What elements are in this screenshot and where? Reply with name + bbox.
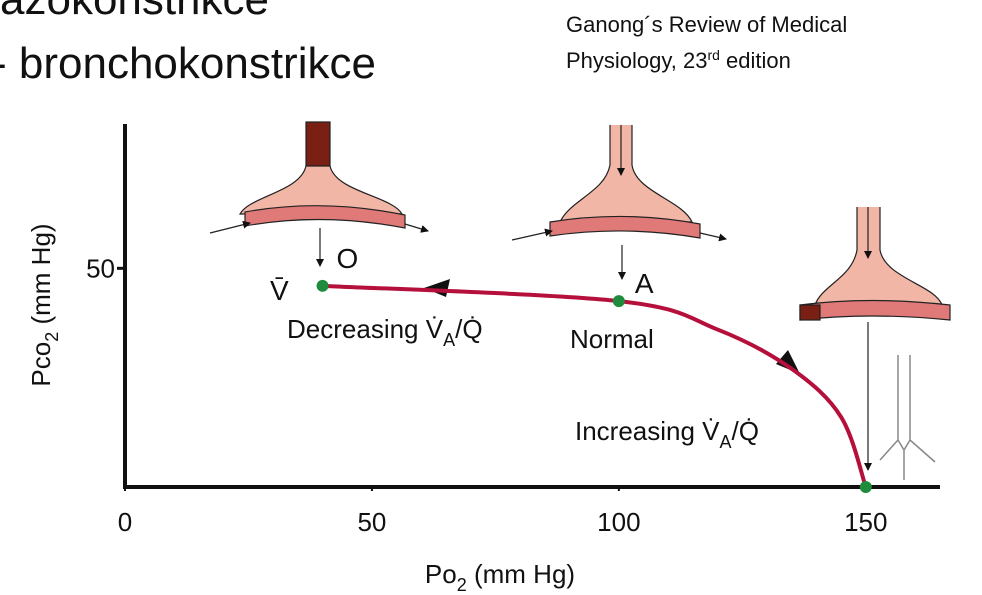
y-axis-label: Pco2 (mm Hg)	[26, 223, 62, 386]
x-axis-label-part: (mm Hg)	[467, 559, 575, 589]
header-line: azokonstrikce	[0, 0, 269, 24]
point-label: A	[635, 268, 654, 299]
x-axis-label-sub: 2	[457, 575, 467, 595]
annotation: Increasing V̇A/Q̇	[575, 416, 759, 452]
slide: azokonstrikce - bronchokonstrikce Ganong…	[0, 0, 982, 595]
alveolus-blocked-airway	[210, 122, 428, 266]
annotation: Normal	[570, 324, 654, 354]
x-tick-label: 100	[597, 507, 640, 537]
annotation-part: /Q̇	[455, 314, 482, 344]
annotation-sub: A	[443, 330, 455, 350]
x-axis-label-part: Po	[425, 559, 457, 589]
point-marker	[613, 295, 625, 307]
annotation: V̄	[270, 275, 289, 306]
alveolus-normal	[512, 125, 726, 279]
citation: Ganong´s Review of Medical	[566, 12, 847, 37]
point-marker	[317, 280, 329, 292]
point-label: O	[337, 243, 359, 274]
y-tick-label: 50	[86, 253, 115, 283]
header-line: - bronchokonstrikce	[0, 39, 376, 88]
curve-arrow	[424, 279, 450, 297]
citation-part: Physiology, 23	[566, 48, 707, 73]
y-axis-label-sub: 2	[42, 332, 62, 342]
y-axis-label-part: Pco	[26, 342, 56, 387]
annotation-sub: A	[720, 432, 732, 452]
annotation-part: Decreasing V̇	[287, 314, 444, 344]
annotation: Decreasing V̇A/Q̇	[287, 314, 483, 350]
citation-part: edition	[720, 48, 791, 73]
citation: Physiology, 23rd edition	[566, 47, 791, 73]
x-tick-label: 150	[844, 507, 887, 537]
alveolus-blocked-capillary	[800, 207, 950, 480]
x-tick-label: 50	[357, 507, 386, 537]
citation-sup: rd	[707, 47, 719, 63]
y-axis-label-part: (mm Hg)	[26, 223, 56, 331]
x-axis-label: Po2 (mm Hg)	[425, 559, 575, 595]
annotation-part: /Q̇	[732, 416, 759, 446]
point-marker	[860, 481, 872, 493]
annotation-part: Increasing V̇	[575, 416, 720, 446]
x-tick-label: 0	[118, 507, 132, 537]
